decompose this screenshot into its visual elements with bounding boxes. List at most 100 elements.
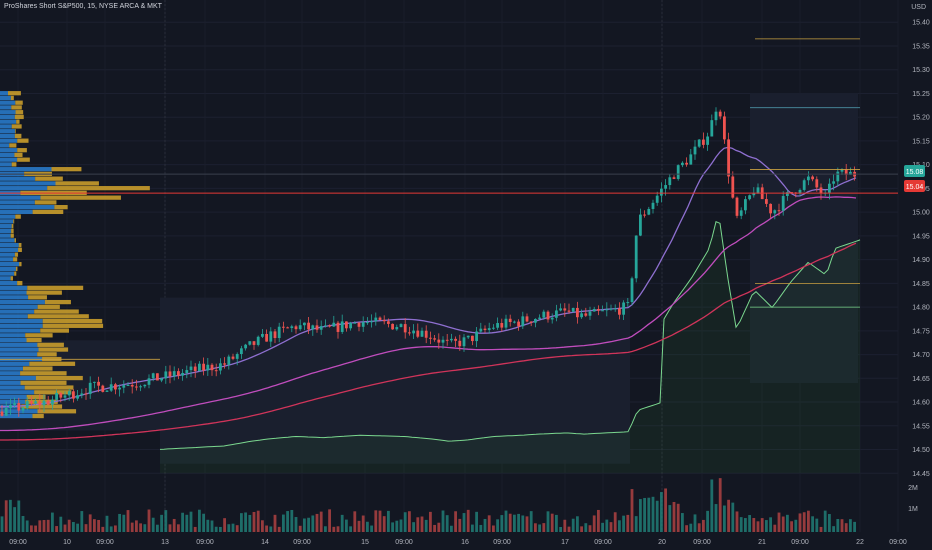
profile-row-gold xyxy=(17,138,29,143)
volume-bar xyxy=(555,514,558,532)
profile-row-gold xyxy=(37,409,77,414)
profile-row-blue xyxy=(0,390,35,395)
profile-row-gold xyxy=(14,129,16,134)
candle-body xyxy=(311,325,315,330)
time-axis[interactable]: 09:00 10 09:00 13 09:00 14 09:00 15 09:00 16 09:00… xyxy=(9,539,907,546)
candle-body xyxy=(429,337,432,339)
volume-bar xyxy=(336,526,340,532)
profile-row-blue xyxy=(0,304,38,309)
volume-bar xyxy=(420,516,424,532)
profile-row-gold xyxy=(11,124,22,129)
candle-body xyxy=(235,354,239,359)
volume-bar xyxy=(840,519,844,532)
candle-body xyxy=(63,395,67,398)
volume-bar xyxy=(189,511,193,532)
volume-bar xyxy=(273,514,277,532)
volume-bar xyxy=(605,519,609,532)
candle-body xyxy=(193,366,197,371)
candle-body xyxy=(487,328,491,331)
profile-row-blue xyxy=(0,157,18,162)
profile-row-gold xyxy=(17,148,27,153)
candle-body xyxy=(651,202,655,209)
candle-body xyxy=(735,197,739,216)
volume-bar xyxy=(382,516,386,532)
volume-bar xyxy=(546,511,550,532)
volume-bar xyxy=(353,511,357,532)
candle-body xyxy=(580,313,583,318)
moving-average-crimson xyxy=(0,242,857,441)
profile-row-gold xyxy=(8,91,21,96)
candle-body xyxy=(408,332,411,334)
price-tick-label: 14.75 xyxy=(912,328,930,335)
profile-row-gold xyxy=(26,394,46,400)
profile-row-gold xyxy=(27,314,89,319)
volume-bar xyxy=(592,515,596,532)
volume-bar xyxy=(227,524,231,532)
profile-row-gold xyxy=(11,224,14,229)
profile-row-blue xyxy=(0,347,39,352)
candle-body xyxy=(525,316,529,322)
price-tick-label: 14.90 xyxy=(912,257,930,264)
price-badges: 15.08 15.04 xyxy=(904,165,925,192)
volume-bar xyxy=(475,511,478,532)
candle-body xyxy=(756,187,760,194)
volume-bar xyxy=(660,492,663,532)
candle-body xyxy=(660,188,663,196)
volume-bar xyxy=(710,479,714,532)
volume-bar xyxy=(13,507,16,532)
profile-row-gold xyxy=(25,333,53,338)
profile-row-gold xyxy=(18,243,22,248)
lower-price-badge: 15.04 xyxy=(906,184,924,191)
candle-body xyxy=(345,321,348,329)
profile-row-blue xyxy=(0,309,35,314)
candle-body xyxy=(101,385,105,392)
candle-body xyxy=(135,386,138,388)
price-tick-label: 15.00 xyxy=(912,210,930,217)
profile-row-gold xyxy=(40,195,121,200)
profile-row-gold xyxy=(34,390,72,395)
volume-bar xyxy=(30,525,33,532)
volume-bar xyxy=(634,516,638,532)
profile-row-gold xyxy=(44,299,71,305)
volume-bar xyxy=(206,519,210,532)
time-tick-label: 09:00 xyxy=(196,539,214,546)
volume-bar xyxy=(450,525,453,532)
price-tick-label: 15.20 xyxy=(912,115,930,122)
price-tick-label: 15.15 xyxy=(912,138,930,145)
volume-bar xyxy=(609,522,613,532)
volume-bar xyxy=(340,514,344,532)
candle-body xyxy=(781,195,785,211)
volume-bar xyxy=(349,526,352,532)
volume-bar xyxy=(84,524,88,532)
volume-bar xyxy=(563,519,567,532)
profile-row-blue xyxy=(0,280,18,286)
candle-body xyxy=(672,177,676,179)
profile-row-gold xyxy=(11,228,14,234)
profile-row-blue xyxy=(0,205,55,210)
candle-body xyxy=(252,341,256,345)
volume-bar xyxy=(248,514,252,532)
candle-body xyxy=(4,407,8,416)
price-axis[interactable]: 15.4015.3515.3015.2515.2015.1515.1015.05… xyxy=(912,20,930,478)
time-tick-label: 14 xyxy=(261,539,269,546)
volume-bar xyxy=(714,504,718,532)
volume-bar xyxy=(744,518,747,532)
volume-bar xyxy=(786,514,789,532)
candle-body xyxy=(223,363,226,365)
profile-row-gold xyxy=(35,176,63,181)
volume-bar xyxy=(823,510,827,532)
volume-bar xyxy=(164,510,168,532)
time-tick-label: 09:00 xyxy=(9,539,27,546)
volume-bar xyxy=(492,525,495,532)
profile-row-gold xyxy=(37,352,57,357)
candlesticks xyxy=(0,107,856,417)
profile-row-gold xyxy=(54,205,68,210)
candle-body xyxy=(286,327,289,329)
volume-bar xyxy=(181,512,184,532)
candle-body xyxy=(210,364,214,371)
volume-bar xyxy=(844,523,848,532)
candle-body xyxy=(567,310,571,312)
vwap-band-fill xyxy=(160,221,860,474)
volume-bar xyxy=(718,478,722,532)
